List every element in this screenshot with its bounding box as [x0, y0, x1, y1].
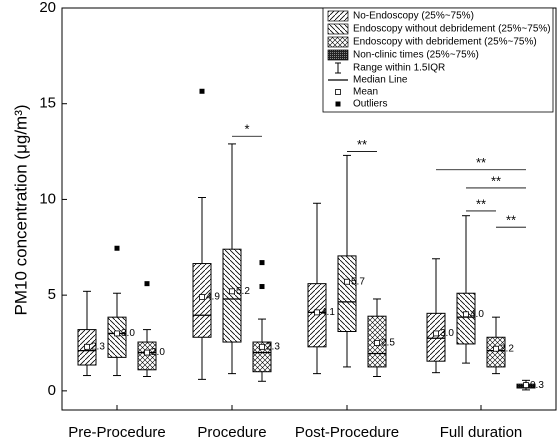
x-tick-label: Procedure: [197, 424, 266, 441]
outlier: [259, 284, 265, 290]
significance-label: **: [506, 213, 516, 228]
box: [107, 316, 127, 358]
y-tick-label: 20: [39, 0, 56, 16]
significance-label: **: [491, 173, 501, 188]
legend-swatch: [327, 23, 349, 35]
mean-label: 3.0: [121, 328, 135, 339]
mean-marker: [114, 330, 120, 337]
y-axis-label: PM10 concentration (μg/m³): [11, 104, 30, 315]
box: [192, 263, 212, 338]
mean-marker: [344, 278, 350, 285]
legend-swatch: [327, 10, 349, 22]
mean-marker: [374, 340, 380, 346]
outlier: [144, 281, 150, 287]
mean-marker: [493, 345, 499, 352]
mean-label: 2.3: [91, 341, 105, 352]
legend-label: Range within 1.5IQR: [353, 63, 445, 74]
mean-marker: [523, 382, 529, 389]
y-tick-label: 15: [39, 95, 56, 112]
legend: [322, 7, 554, 113]
legend-icon: [335, 101, 341, 107]
mean-label: 5.2: [236, 286, 250, 297]
legend-label: Endoscopy without debridement (25%~75%): [353, 24, 551, 35]
outlier: [259, 260, 265, 266]
plot-frame: [61, 7, 557, 411]
significance-label: **: [476, 196, 486, 211]
mean-marker: [259, 343, 265, 350]
significance-label: **: [476, 155, 486, 170]
box: [222, 248, 242, 343]
mean-label: 4.9: [206, 292, 220, 303]
mean-label: 2.2: [500, 343, 514, 354]
mean-marker: [314, 309, 320, 316]
mean-label: 5.7: [351, 276, 365, 287]
legend-label: Non-clinic times (25%~75%): [353, 50, 479, 61]
box: [137, 341, 157, 371]
mean-marker: [84, 343, 90, 350]
legend-swatch: [327, 49, 349, 61]
legend-label: No-Endoscopy (25%~75%): [353, 11, 474, 22]
significance-label: **: [357, 137, 367, 152]
x-tick-label: Full duration: [440, 424, 523, 441]
mean-marker: [229, 288, 235, 295]
mean-marker: [463, 311, 469, 318]
box: [252, 341, 272, 373]
mean-label: 3.0: [440, 328, 454, 339]
legend-label: Outliers: [353, 99, 387, 110]
y-tick-label: 0: [48, 382, 56, 399]
legend-label: Endoscopy with debridement (25%~75%): [353, 37, 537, 48]
outlier: [199, 88, 205, 94]
x-tick-label: Pre-Procedure: [68, 424, 166, 441]
box: [426, 312, 446, 362]
y-tick-label: 5: [48, 286, 56, 303]
legend-label: Mean: [353, 87, 378, 98]
legend-swatch: [327, 36, 349, 48]
box: [337, 255, 357, 333]
mean-marker: [144, 349, 150, 356]
x-tick-label: Post-Procedure: [295, 424, 399, 441]
mean-label: 2.0: [151, 347, 165, 358]
mean-label: 4.0: [470, 309, 484, 320]
mean-label: 4.1: [321, 307, 335, 318]
mean-marker: [199, 294, 205, 300]
significance-label: *: [244, 122, 249, 137]
mean-label: 0.3: [530, 380, 544, 391]
box: [486, 336, 506, 368]
y-tick-label: 10: [39, 190, 56, 207]
legend-label: Median Line: [353, 75, 408, 86]
outlier: [114, 245, 120, 251]
mean-marker: [433, 330, 439, 337]
legend-icon: [335, 89, 341, 95]
box: [456, 292, 476, 345]
mean-label: 2.3: [266, 341, 280, 352]
mean-label: 2.5: [381, 338, 395, 349]
